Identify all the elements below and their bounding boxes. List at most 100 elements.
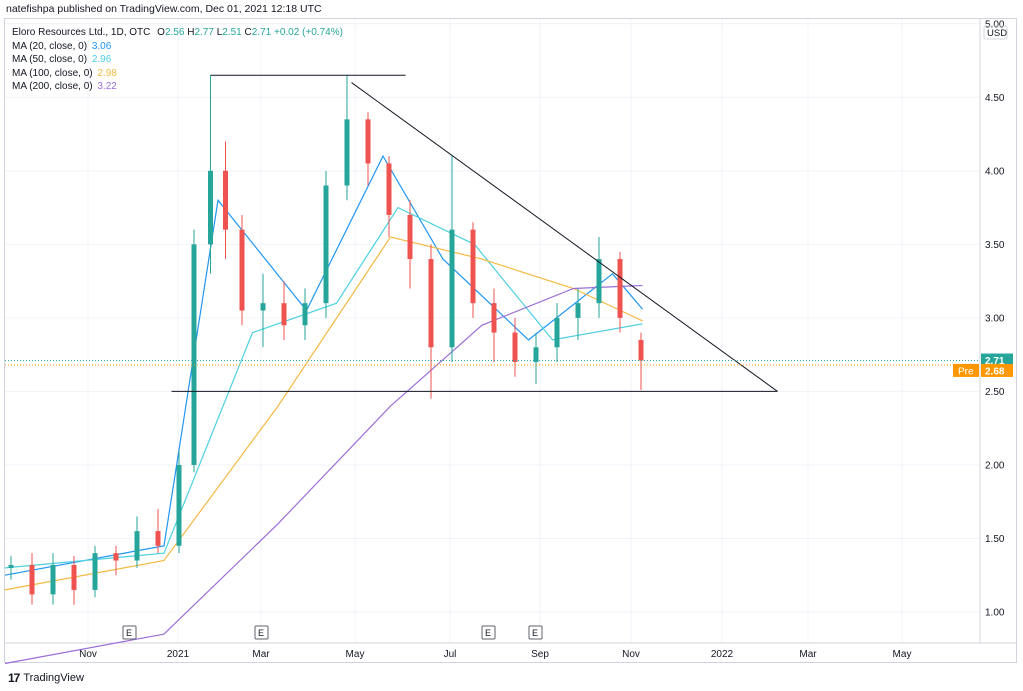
earnings-marker[interactable] xyxy=(254,625,269,640)
candle-body xyxy=(281,303,287,326)
x-tick-label: Nov xyxy=(79,649,97,660)
currency-label: USD xyxy=(987,28,1007,39)
candle-body xyxy=(50,564,56,595)
currency-label-box xyxy=(983,25,1008,40)
candle-body xyxy=(29,564,35,595)
y-tick-label: 2.50 xyxy=(985,387,1005,398)
ma-legend-row: MA (20, close, 0) 3.06 xyxy=(12,40,343,54)
tradingview-brand[interactable]: 17 TradingView xyxy=(8,671,84,685)
y-tick-label: 1.00 xyxy=(985,608,1005,619)
candle-body xyxy=(596,259,602,304)
trendline[interactable] xyxy=(351,82,778,392)
pre-market-label: Pre xyxy=(958,366,974,377)
x-tick-label: May xyxy=(346,649,365,660)
candle-body xyxy=(176,464,182,546)
candle-body xyxy=(407,214,413,260)
candle-body xyxy=(386,163,392,215)
candle-body xyxy=(191,244,197,465)
pre-market-value: 2.68 xyxy=(985,366,1005,377)
ohlc-open-value: 2.56 xyxy=(164,27,185,38)
x-tick-label: 2021 xyxy=(167,649,190,660)
y-tick-label: 3.00 xyxy=(985,313,1005,324)
chart-legend: Eloro Resources Ltd., 1D, OTC O2.56 H2.7… xyxy=(12,26,343,94)
earnings-marker-label: E xyxy=(258,628,264,638)
last-price-tag xyxy=(981,353,1013,367)
y-tick-label: 4.00 xyxy=(985,166,1005,177)
symbol-row: Eloro Resources Ltd., 1D, OTC O2.56 H2.7… xyxy=(12,26,343,40)
candle-body xyxy=(365,119,371,164)
earnings-marker[interactable] xyxy=(481,625,496,640)
candle-body xyxy=(155,531,161,546)
earnings-marker[interactable] xyxy=(528,625,543,640)
x-tick-label: Nov xyxy=(622,649,640,660)
candle-body xyxy=(134,531,140,561)
candle-body xyxy=(344,119,350,186)
candle-body xyxy=(239,229,245,311)
ma-legend-row: MA (100, close, 0) 2.98 xyxy=(12,67,343,81)
y-tick-label: 4.50 xyxy=(985,93,1005,104)
x-tick-label: Jul xyxy=(444,649,457,660)
x-tick-label: Sep xyxy=(531,649,549,660)
ohlc-low-value: 2.51 xyxy=(222,27,242,38)
pre-market-price-tag xyxy=(981,363,1013,377)
candle-body xyxy=(113,553,119,561)
ma-line xyxy=(4,284,643,665)
candle-body xyxy=(512,332,518,362)
candle-body xyxy=(8,564,14,568)
x-tick-label: May xyxy=(893,649,912,660)
ma-value: 2.96 xyxy=(91,54,112,65)
candle-body xyxy=(71,564,77,590)
ohlc-high-key: H xyxy=(187,27,195,38)
candle-body xyxy=(575,303,581,318)
candle-body xyxy=(491,303,497,333)
x-tick-label: Mar xyxy=(252,649,270,660)
x-tick-label: Mar xyxy=(799,649,817,660)
candle-body xyxy=(92,553,98,590)
chart-frame xyxy=(4,18,1017,663)
ohlc-open-key: O xyxy=(157,27,165,38)
ma-line xyxy=(4,154,643,576)
candle-body xyxy=(260,303,266,311)
ma-value: 2.98 xyxy=(97,67,117,79)
y-tick-label: 2.00 xyxy=(985,460,1005,471)
candle-body xyxy=(638,339,644,361)
pre-market-tag xyxy=(953,363,979,377)
candle-body xyxy=(323,185,329,304)
ma-label: MA (50, close, 0) xyxy=(12,54,88,65)
ma-label: MA (100, close, 0) xyxy=(12,67,93,79)
earnings-marker[interactable] xyxy=(122,625,137,640)
ma-value: 3.06 xyxy=(91,40,112,52)
ohlc-change: +0.02 (+0.74%) xyxy=(273,27,343,38)
candle-body xyxy=(617,259,623,318)
ohlc-low-key: L xyxy=(216,27,223,38)
ma-label: MA (20, close, 0) xyxy=(12,40,88,52)
ma-legend-row: MA (50, close, 0) 2.96 xyxy=(12,53,343,67)
x-tick-label: 2022 xyxy=(711,649,734,660)
candle-body xyxy=(533,347,539,362)
earnings-marker-label: E xyxy=(532,628,538,638)
candle-body xyxy=(223,170,228,230)
tradingview-logo-icon: 17 xyxy=(8,671,20,685)
ohlc-high-value: 2.77 xyxy=(194,27,214,38)
earnings-marker-label: E xyxy=(485,628,491,638)
y-tick-label: 3.50 xyxy=(985,240,1005,251)
published-note: natefishpa published on TradingView.com,… xyxy=(6,3,322,15)
candle-body xyxy=(302,303,308,326)
ohlc-close-value: 2.71 xyxy=(251,27,272,38)
brand-label: TradingView xyxy=(23,672,84,684)
ohlc-close-key: C xyxy=(244,27,252,38)
candle-body xyxy=(470,229,476,304)
candle-body xyxy=(208,170,213,245)
symbol-label: Eloro Resources Ltd., 1D, OTC xyxy=(12,27,151,38)
earnings-marker-label: E xyxy=(126,628,132,638)
ma-label: MA (200, close, 0) xyxy=(12,81,93,92)
last-price-value: 2.71 xyxy=(985,356,1005,367)
ma-value: 3.22 xyxy=(97,81,117,92)
y-tick-label: 5.00 xyxy=(985,19,1005,30)
ma-legend-row: MA (200, close, 0) 3.22 xyxy=(12,80,343,94)
candle-body xyxy=(554,317,560,348)
y-tick-label: 1.50 xyxy=(985,534,1005,545)
candle-body xyxy=(449,229,455,348)
candle-body xyxy=(428,259,434,348)
